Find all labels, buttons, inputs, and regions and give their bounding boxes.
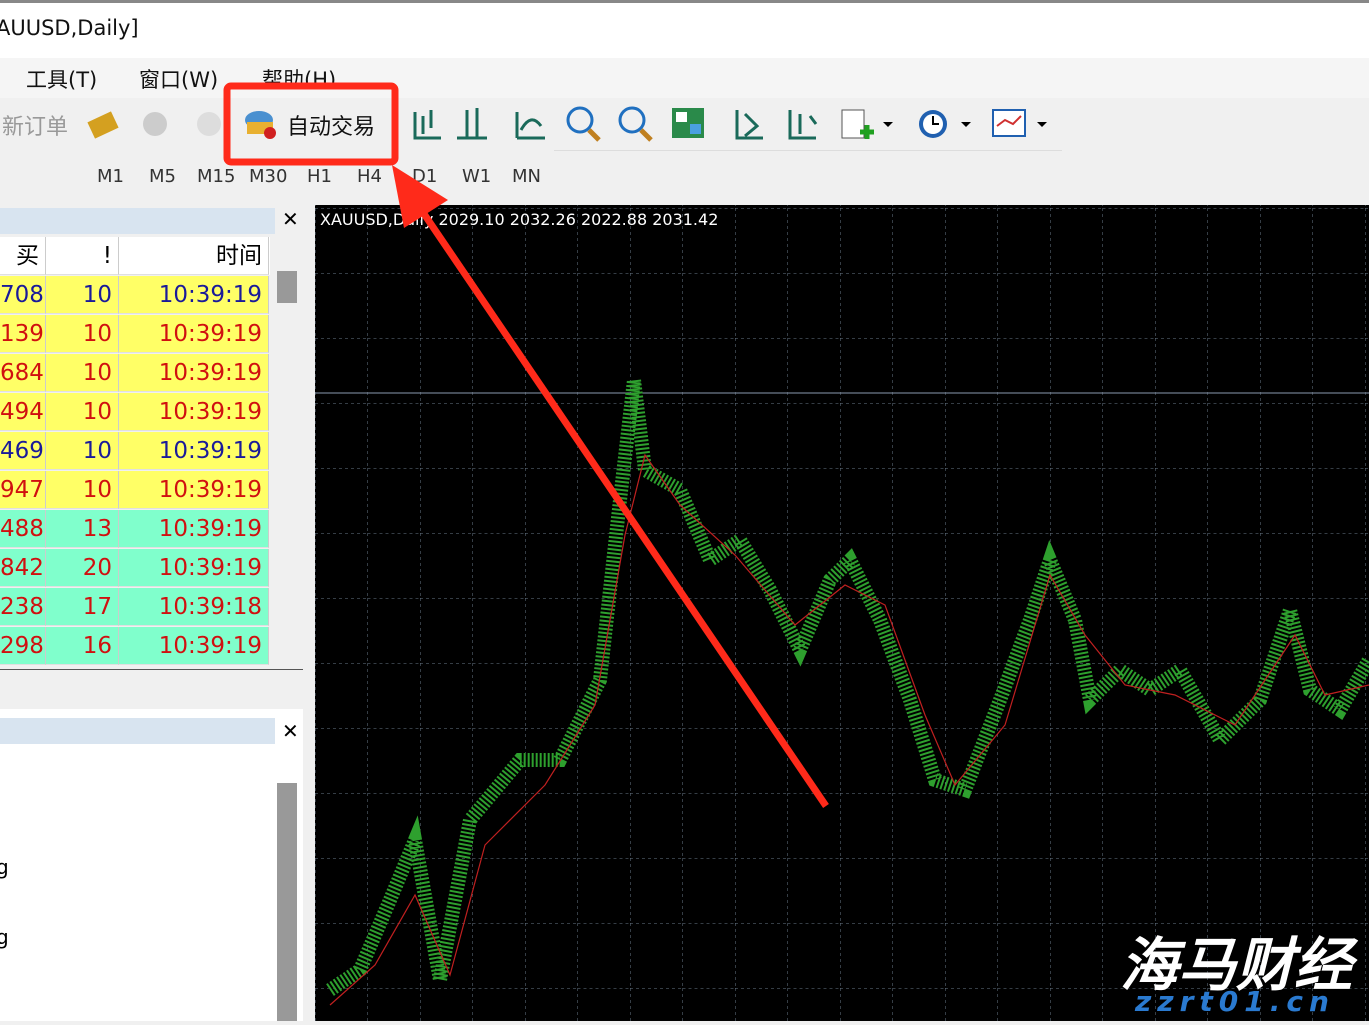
chart-area bbox=[315, 205, 1369, 1021]
timeframe-button[interactable]: MN bbox=[512, 166, 541, 187]
timeframe-button[interactable]: W1 bbox=[462, 166, 492, 187]
window-title: AUUSD,Daily] bbox=[0, 16, 139, 40]
panel-header bbox=[0, 718, 275, 744]
table-cell: 10:39:19 bbox=[119, 315, 269, 353]
panel-item: g bbox=[0, 925, 9, 949]
scrollbar-thumb bbox=[277, 783, 297, 1021]
table-cell: 13 bbox=[46, 510, 119, 548]
table-cell: 17 bbox=[46, 588, 119, 626]
table-cell: 10 bbox=[46, 471, 119, 509]
chart-header: XAUUSD,Daily 2029.10 2032.26 2022.88 203… bbox=[320, 210, 719, 229]
toolbar: 新订单 自动交易 bbox=[0, 98, 1062, 151]
scrollbar-thumb bbox=[277, 271, 297, 303]
timeframe-button[interactable]: M30 bbox=[249, 166, 288, 187]
side-panels: ✕ 买价 ! 时间 7081010:39:191391010:39:196841… bbox=[0, 203, 305, 1021]
table-cell: 842 bbox=[0, 549, 46, 587]
table-cell: 947 bbox=[0, 471, 46, 509]
table-cell: 10:39:18 bbox=[119, 588, 269, 626]
header-cell: 时间 bbox=[119, 237, 269, 275]
table-cell: 684 bbox=[0, 354, 46, 392]
timeframe-button[interactable]: M1 bbox=[97, 166, 124, 187]
new-order-button[interactable]: 新订单 bbox=[2, 115, 69, 140]
table-cell: 488 bbox=[0, 510, 46, 548]
table-cell: 469 bbox=[0, 432, 46, 470]
menu-item[interactable]: 工具(T) bbox=[26, 68, 98, 92]
menu-bar: 工具(T) 窗口(W) 帮助(H) bbox=[0, 58, 1369, 98]
watermark-site: zzrt01.cn bbox=[1135, 985, 1335, 1018]
table-cell: 10:39:19 bbox=[119, 393, 269, 431]
close-button[interactable]: ✕ bbox=[282, 207, 299, 231]
table-cell: 494 bbox=[0, 393, 46, 431]
table-cell: 10:39:19 bbox=[119, 627, 269, 665]
table-cell: 10:39:19 bbox=[119, 510, 269, 548]
toolbar-icons bbox=[87, 111, 221, 139]
toolbar-icons bbox=[413, 106, 1047, 142]
price-chart bbox=[315, 205, 1369, 1021]
table-cell: 10:39:19 bbox=[119, 276, 269, 314]
panel-header bbox=[0, 208, 275, 234]
table-cell: 238 bbox=[0, 588, 46, 626]
timeframe-button[interactable]: H1 bbox=[307, 166, 332, 187]
header-cell: ! bbox=[46, 237, 119, 275]
separator bbox=[0, 669, 303, 670]
menu-item[interactable]: 窗口(W) bbox=[139, 68, 219, 92]
table-cell: 10 bbox=[46, 354, 119, 392]
table-cell: 10:39:19 bbox=[119, 354, 269, 392]
table-cell: 10:39:19 bbox=[119, 549, 269, 587]
title-bar bbox=[0, 0, 1369, 58]
timeframe-button[interactable]: M15 bbox=[197, 166, 236, 187]
table-cell: 708 bbox=[0, 276, 46, 314]
table-cell: 139 bbox=[0, 315, 46, 353]
menu-item[interactable]: 帮助(H) bbox=[262, 68, 337, 92]
timeframe-button[interactable]: M5 bbox=[149, 166, 176, 187]
table-cell: 10:39:19 bbox=[119, 471, 269, 509]
table-cell: 16 bbox=[46, 627, 119, 665]
table-cell: 10 bbox=[46, 276, 119, 314]
table-cell: 10 bbox=[46, 432, 119, 470]
panel bbox=[0, 709, 303, 1021]
table-header: 买价 ! 时间 bbox=[0, 237, 270, 307]
watermark-brand: 海马财经 bbox=[1120, 931, 1353, 999]
panel-item: g bbox=[0, 855, 9, 879]
table-cell: 10 bbox=[46, 393, 119, 431]
auto-trading-icon bbox=[245, 111, 276, 139]
close-button[interactable]: ✕ bbox=[282, 719, 299, 743]
timeframe-button[interactable]: D1 bbox=[412, 166, 438, 187]
header-cell: 买价 bbox=[0, 237, 46, 307]
table-cell: 20 bbox=[46, 549, 119, 587]
table-cell: 298 bbox=[0, 627, 46, 665]
table-cell: 10 bbox=[46, 315, 119, 353]
auto-trading-button[interactable]: 自动交易 bbox=[287, 115, 376, 140]
table-cell: 10:39:19 bbox=[119, 432, 269, 470]
timeframe-button[interactable]: H4 bbox=[357, 166, 382, 187]
